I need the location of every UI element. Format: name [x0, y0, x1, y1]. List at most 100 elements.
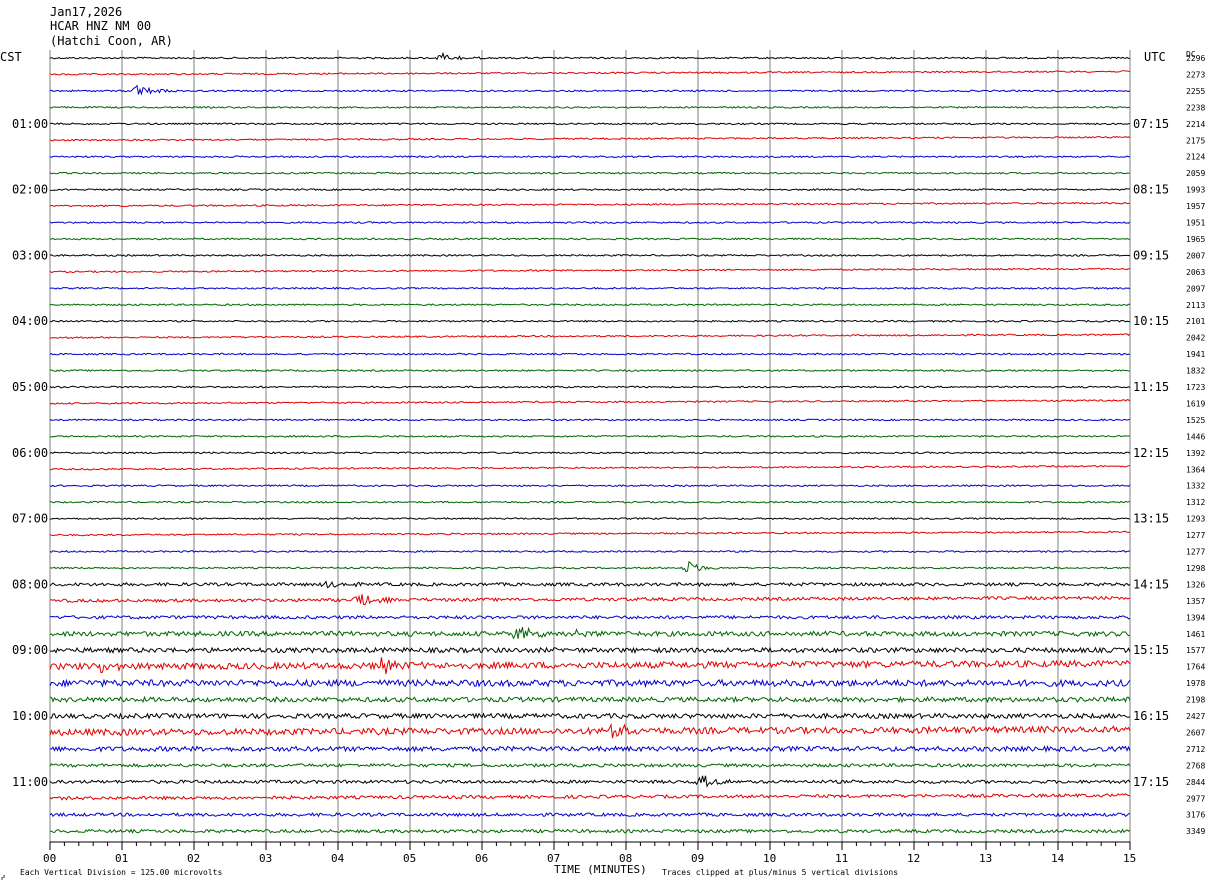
dc-offset-label: 1525 [1186, 416, 1205, 425]
dc-offset-label: 1364 [1186, 465, 1205, 474]
seismic-trace [49, 594, 1131, 606]
seismic-trace [49, 303, 1131, 307]
date-label: Jan17,2026 [50, 5, 122, 19]
seismic-trace [49, 122, 1131, 126]
utc-hour-label: 12:15 [1133, 446, 1169, 460]
dc-offset-label: 2238 [1186, 103, 1205, 112]
x-tick-label: 12 [907, 852, 920, 865]
seismic-trace [49, 451, 1131, 455]
cst-hour-label: 08:00 [12, 577, 48, 591]
x-tick-label: 03 [259, 852, 272, 865]
dc-offset-label: 1723 [1186, 383, 1205, 392]
station-label: HCAR HNZ NM 00 [50, 19, 151, 33]
dc-offset-label: 2255 [1186, 87, 1205, 96]
dc-offset-label: 1392 [1186, 449, 1205, 458]
dc-offset-label: 1993 [1186, 186, 1205, 195]
utc-hour-label: 17:15 [1133, 775, 1169, 789]
app-logo-icon: ☍ [1, 874, 5, 882]
seismic-trace [49, 369, 1131, 372]
dc-offset-label: 2198 [1186, 696, 1205, 705]
seismic-trace [49, 399, 1131, 405]
x-tick-label: 09 [691, 852, 704, 865]
dc-offset-label: 2768 [1186, 761, 1205, 770]
dc-offset-label: 2007 [1186, 251, 1205, 260]
seismic-trace [49, 646, 1131, 655]
dc-offset-label: 2097 [1186, 284, 1205, 293]
cst-hour-labels: 01:00 02:00 03:00 04:00 05:00 06:00 07:00 08:00… [12, 117, 48, 789]
dc-offset-label: 2844 [1186, 778, 1205, 787]
dc-offset-label: 1293 [1186, 515, 1205, 524]
dc-offset-label: 1965 [1186, 235, 1205, 244]
seismic-trace [49, 220, 1131, 224]
dc-offset-label: 2175 [1186, 136, 1205, 145]
x-tick-label: 13 [979, 852, 992, 865]
dc-offset-label: 1957 [1186, 202, 1205, 211]
dc-offset-label: 1332 [1186, 482, 1205, 491]
x-tick-label: 08 [619, 852, 632, 865]
dc-offset-label: 1298 [1186, 564, 1205, 573]
dc-offset-label: 1277 [1186, 548, 1205, 557]
dc-header-label: DC [1186, 50, 1196, 59]
seismic-trace [49, 744, 1131, 753]
dc-offset-label: 1764 [1186, 663, 1205, 672]
cst-hour-label: 11:00 [12, 775, 48, 789]
seismic-trace [49, 626, 1131, 640]
dc-offset-label: 2427 [1186, 712, 1205, 721]
seismic-trace [49, 70, 1131, 76]
x-tick-label: 11 [835, 852, 848, 865]
utc-hour-label: 13:15 [1133, 512, 1169, 526]
seismic-trace [50, 188, 1131, 192]
seismic-trace [49, 580, 1131, 589]
dc-offset-label: 1978 [1186, 679, 1205, 688]
dc-offset-label: 2712 [1186, 745, 1205, 754]
seismic-trace [49, 253, 1131, 257]
seismic-trace [50, 828, 1131, 834]
dc-offset-label: 1461 [1186, 630, 1205, 639]
right-timezone-label: UTC [1144, 50, 1166, 64]
dc-offset-label: 2273 [1186, 70, 1205, 79]
cst-hour-label: 05:00 [12, 380, 48, 394]
dc-offset-label: 3349 [1186, 827, 1205, 836]
utc-hour-label: 07:15 [1133, 117, 1169, 131]
x-tick-label: 01 [115, 852, 128, 865]
dc-offset-label: 1941 [1186, 350, 1205, 359]
seismic-trace [49, 695, 1131, 704]
seismic-trace [49, 712, 1131, 720]
seismic-trace [49, 678, 1131, 689]
seismic-trace [49, 105, 1130, 109]
seismic-trace [49, 84, 1131, 96]
seismic-trace [49, 517, 1131, 521]
utc-hour-label: 14:15 [1133, 577, 1169, 591]
seismic-trace [49, 530, 1131, 537]
cst-hour-label: 01:00 [12, 117, 48, 131]
dc-offset-labels: 2296 2273 2255 2238 2214 2175 2124 2059 1993 1957… [1186, 54, 1205, 836]
seismic-trace [49, 319, 1131, 323]
dc-offset-label: 1277 [1186, 531, 1205, 540]
dc-offset-label: 1394 [1186, 613, 1205, 622]
x-tick-label: 14 [1051, 852, 1065, 865]
dc-offset-label: 1951 [1186, 219, 1205, 228]
dc-offset-label: 2607 [1186, 728, 1205, 737]
cst-hour-label: 04:00 [12, 314, 48, 328]
seismic-trace [49, 418, 1131, 422]
seismic-trace [49, 762, 1131, 768]
seismic-trace [49, 793, 1131, 801]
dc-offset-label: 2214 [1186, 120, 1205, 129]
dc-offset-label: 1326 [1186, 580, 1205, 589]
x-tick-label: 00 [43, 852, 56, 865]
utc-hour-label: 16:15 [1133, 709, 1169, 723]
dc-offset-label: 2113 [1186, 301, 1205, 310]
dc-offset-label: 1357 [1186, 597, 1205, 606]
x-axis-title: TIME (MINUTES) [554, 863, 647, 876]
seismic-trace [49, 500, 1130, 504]
seismic-trace [50, 465, 1131, 471]
x-tick-label: 15 [1123, 852, 1136, 865]
plot-grid [49, 50, 1131, 842]
seismic-trace [49, 155, 1131, 159]
cst-hour-label: 06:00 [12, 446, 48, 460]
cst-hour-label: 02:00 [12, 183, 48, 197]
cst-hour-label: 09:00 [12, 643, 48, 657]
utc-hour-label: 09:15 [1133, 248, 1169, 262]
seismic-trace [49, 550, 1131, 553]
cst-hour-label: 03:00 [12, 248, 48, 262]
